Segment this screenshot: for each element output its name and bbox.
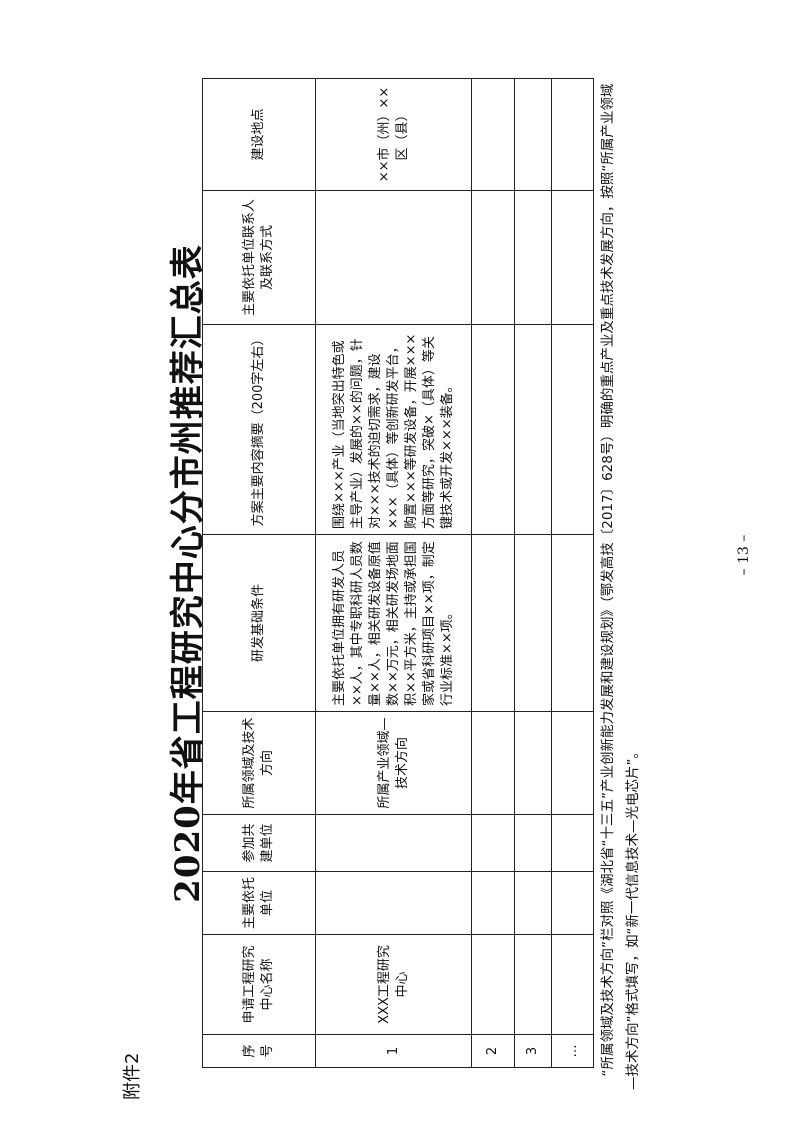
table-cell: XXX工程研究中心 — [315, 934, 472, 1035]
attachment-label: 附件2 — [122, 1052, 143, 1100]
table-cell — [471, 78, 515, 191]
header-cell: 序号 — [202, 1034, 316, 1068]
header-cell: 所属领域及技术方向 — [202, 711, 316, 815]
table-row: 1 XXX工程研究中心 所属产业领域—技术方向 主要依托单位拥有研发人员××人，… — [315, 78, 472, 1068]
table-cell — [471, 934, 515, 1035]
header-cell: 主要依托单位联系人及联系方式 — [202, 190, 316, 325]
table-cell — [471, 534, 515, 712]
table-cell — [471, 871, 515, 935]
table-cell: 1 — [315, 1034, 472, 1068]
table-cell: 2 — [471, 1034, 515, 1068]
header-cell: 方案主要内容摘要（200字左右） — [202, 324, 316, 535]
table-cell — [551, 324, 594, 535]
table-cell — [514, 324, 552, 535]
table-cell — [514, 534, 552, 712]
table-cell — [551, 814, 594, 872]
summary-table: 序号 申请工程研究中心名称 主要依托单位 参加共建单位 所属领域及技术方向 研发… — [202, 78, 594, 1068]
table-cell — [551, 711, 594, 815]
table-cell: 围绕×××产业（当地突出特色或主导产业）发展的××的问题，针对×××技术的迫切需… — [315, 324, 472, 535]
table-row: 2 — [471, 78, 515, 1068]
table-cell — [514, 190, 552, 325]
table-cell — [514, 78, 552, 191]
footnote: “所属领域及技术方向”栏对照《湖北省“十三五”产业创新能力发展和建设规划》（鄂发… — [600, 83, 641, 1090]
table-cell — [315, 871, 472, 935]
header-cell: 主要依托单位 — [202, 871, 316, 935]
table-cell — [315, 190, 472, 325]
table-cell — [514, 814, 552, 872]
table-cell: ××市（州）××区（县） — [315, 78, 472, 191]
page-number: – 13 – — [736, 534, 752, 576]
table-cell — [514, 871, 552, 935]
table-cell — [551, 190, 594, 325]
table-cell: 主要依托单位拥有研发人员××人，其中专职科研人员数量××人，相关研发设备原值数×… — [315, 534, 472, 712]
table-cell: 3 — [514, 1034, 552, 1068]
table-cell — [551, 78, 594, 191]
table-cell — [471, 711, 515, 815]
table-cell — [471, 190, 515, 325]
table-row: … — [551, 78, 594, 1068]
table-cell — [551, 934, 594, 1035]
table-cell: … — [551, 1034, 594, 1068]
header-row: 序号 申请工程研究中心名称 主要依托单位 参加共建单位 所属领域及技术方向 研发… — [202, 78, 316, 1068]
table-cell — [471, 324, 515, 535]
table-cell — [471, 814, 515, 872]
table-cell — [551, 534, 594, 712]
table-cell — [315, 814, 472, 872]
header-cell: 参加共建单位 — [202, 814, 316, 872]
table-cell — [551, 871, 594, 935]
header-cell: 研发基础条件 — [202, 534, 316, 712]
header-cell: 建设地点 — [202, 78, 316, 191]
table-row: 3 — [514, 78, 552, 1068]
table-cell: 所属产业领域—技术方向 — [315, 711, 472, 815]
table-cell — [514, 934, 552, 1035]
header-cell: 申请工程研究中心名称 — [202, 934, 316, 1035]
table-cell — [514, 711, 552, 815]
